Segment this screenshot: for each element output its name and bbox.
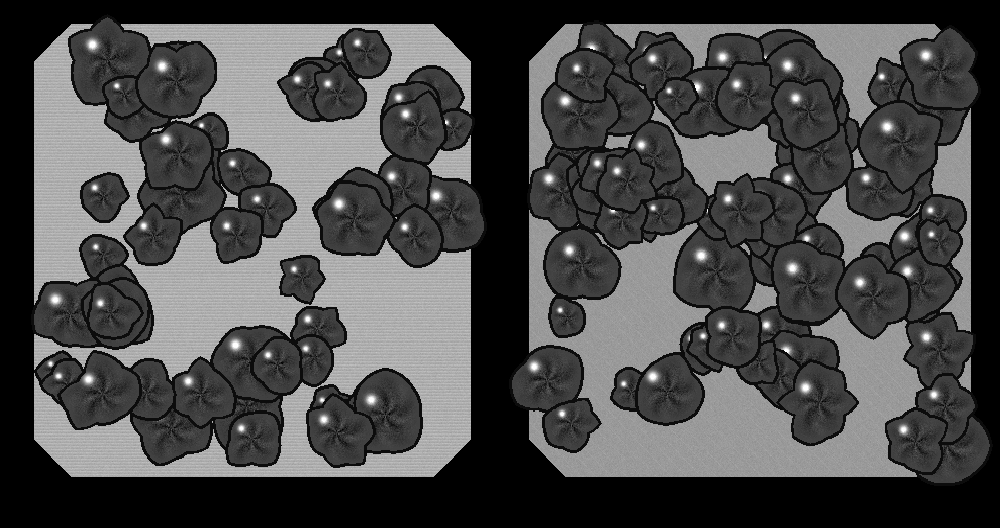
Text: (a): (a)	[242, 505, 268, 523]
Text: (b): (b)	[741, 505, 769, 523]
